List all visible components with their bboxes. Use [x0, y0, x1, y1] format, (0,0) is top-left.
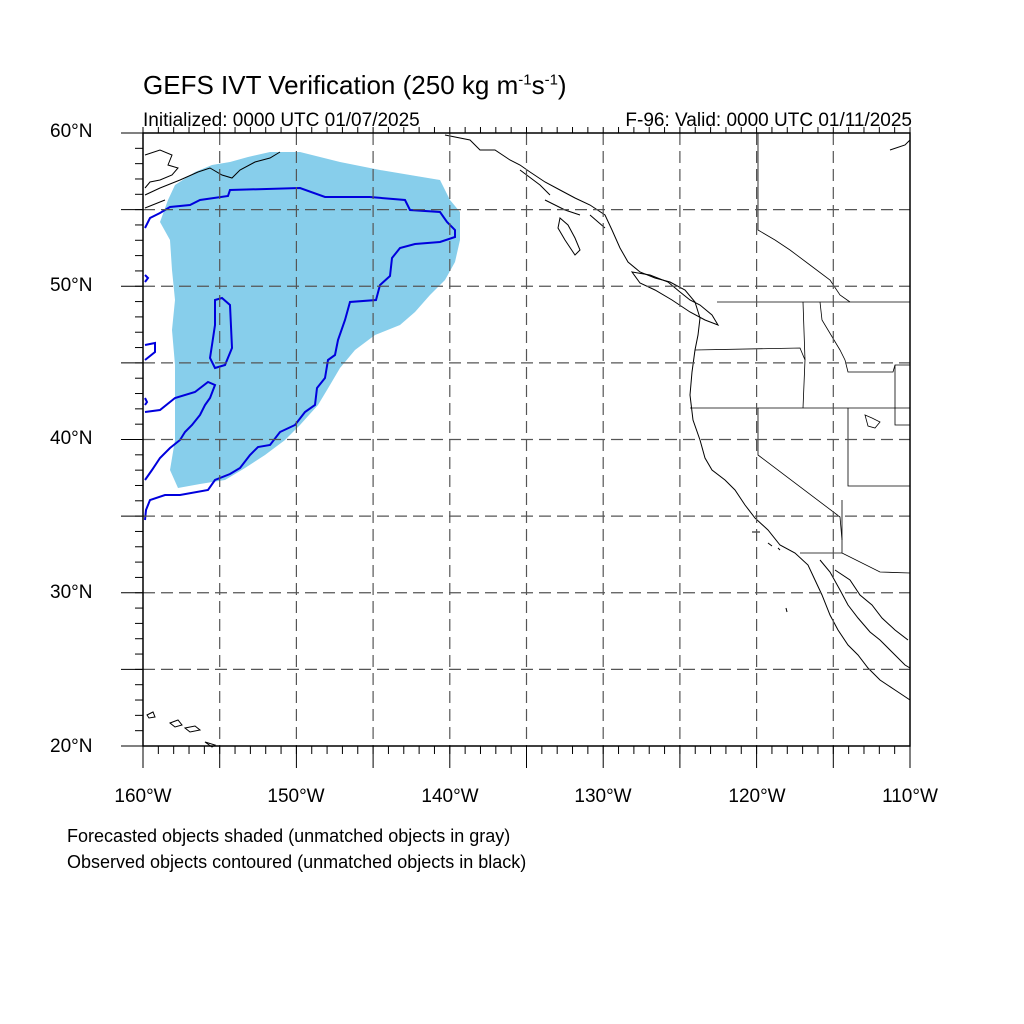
forecast-object-shade — [160, 152, 460, 488]
lon-label-160w: 160°W — [114, 786, 172, 807]
observed-contour-edge1 — [144, 341, 156, 361]
wa-or-border — [694, 347, 806, 409]
chart-title: GEFS IVT Verification (250 kg m-1s-1) — [143, 70, 567, 100]
axis-ticks — [121, 127, 911, 768]
init-time-label: Initialized: 0000 UTC 01/07/2025 — [143, 110, 420, 131]
hawaii-island-1 — [146, 711, 156, 719]
observed-contour-main — [144, 186, 456, 521]
lakes — [864, 414, 881, 429]
nv-ut-border — [847, 408, 910, 487]
gulf-alaska-coast — [444, 134, 911, 701]
political-borders — [690, 133, 911, 574]
observed-contour-edge2 — [144, 274, 150, 283]
legend-forecast: Forecasted objects shaded (unmatched obj… — [67, 826, 511, 846]
observed-contour-edge3 — [144, 397, 149, 406]
gulf-california — [834, 569, 909, 641]
valid-time-label: F-96: Valid: 0000 UTC 01/11/2025 — [625, 110, 912, 131]
coast-east-right — [889, 139, 911, 151]
channel-island-3 — [777, 547, 781, 551]
observed-contour-branch — [144, 380, 217, 481]
channel-island-2 — [767, 542, 773, 547]
se-alaska-islands — [519, 169, 606, 229]
guadalupe-island — [785, 607, 788, 613]
lon-label-120w: 120°W — [728, 786, 786, 807]
lon-label-140w: 140°W — [421, 786, 479, 807]
alaska-coast — [144, 149, 281, 209]
lat-lon-grid — [143, 133, 910, 746]
haida-gwaii — [557, 217, 581, 256]
lat-label-30n: 30°N — [50, 582, 93, 603]
ca-nv-border — [757, 408, 843, 541]
wy-border — [894, 365, 910, 426]
observed-contours — [144, 186, 456, 521]
id-border — [802, 301, 910, 373]
hawaii-island-2 — [169, 719, 183, 728]
lat-label-20n: 20°N — [50, 736, 93, 757]
great-salt-lake — [864, 414, 881, 429]
az-border — [841, 500, 911, 574]
hawaii-islands — [146, 711, 217, 748]
baja-east-coast — [819, 559, 911, 669]
coastlines — [144, 134, 911, 701]
legend-observed: Observed objects contoured (unmatched ob… — [67, 852, 527, 872]
hawaii-island-3 — [183, 725, 202, 733]
lat-label-40n: 40°N — [50, 428, 93, 449]
channel-islands — [752, 531, 788, 613]
lat-label-60n: 60°N — [50, 121, 93, 142]
lat-label-50n: 50°N — [50, 275, 93, 296]
lon-label-150w: 150°W — [267, 786, 325, 807]
vancouver-island — [630, 271, 720, 326]
lon-label-110w: 110°W — [882, 786, 938, 807]
lon-label-130w: 130°W — [574, 786, 632, 807]
canada-provinces — [757, 133, 851, 303]
observed-contour-inner — [208, 296, 234, 370]
